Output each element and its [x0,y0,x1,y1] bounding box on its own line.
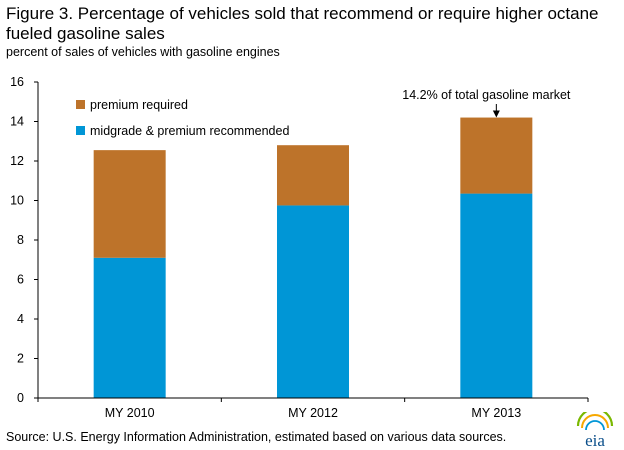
annotation-arrow-head [492,110,500,118]
y-tick-label: 2 [17,352,24,366]
bar-segment [460,193,533,398]
legend-swatch [76,100,85,109]
bar-segment [277,205,349,398]
y-tick-label: 4 [17,312,24,326]
bar-segment [277,145,349,206]
y-tick-label: 8 [17,233,24,247]
x-tick-label: MY 2012 [288,406,338,420]
bar-segment [93,257,166,398]
legend-swatch [76,126,85,135]
x-tick-label: MY 2010 [105,406,155,420]
source-note: Source: U.S. Energy Information Administ… [6,430,507,444]
y-tick-label: 6 [17,273,24,287]
bar-segment [460,117,533,194]
svg-text:eia: eia [585,431,605,448]
legend-label: premium required [90,98,188,112]
annotation-label: 14.2% of total gasoline market [402,88,571,102]
chart-subtitle: percent of sales of vehicles with gasoli… [6,45,280,59]
x-tick-label: MY 2013 [471,406,521,420]
y-tick-label: 12 [10,154,24,168]
y-tick-label: 14 [10,115,24,129]
y-tick-label: 0 [17,391,24,405]
legend-label: midgrade & premium recommended [90,124,289,138]
bar-segment [93,150,166,258]
eia-logo: eia [576,412,614,448]
y-tick-label: 10 [10,194,24,208]
chart-title: Figure 3. Percentage of vehicles sold th… [6,4,599,43]
y-tick-label: 16 [10,75,24,89]
